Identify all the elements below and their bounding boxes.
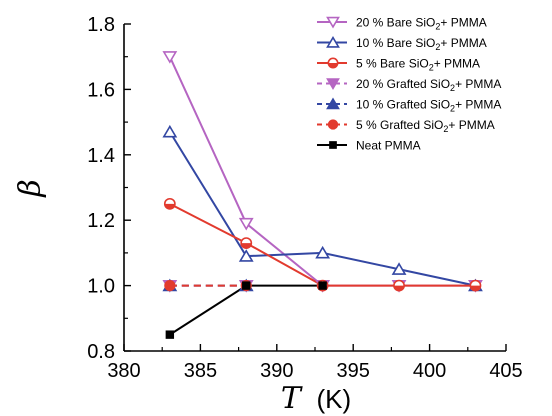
x-axis-symbol: T xyxy=(281,381,303,416)
legend-label: 5 % Bare SiO2+ PMMA xyxy=(356,57,480,73)
x-tick-label: 400 xyxy=(413,360,446,382)
legend-entry: 20 % Grafted SiO2+ PMMA xyxy=(317,77,501,93)
data-point xyxy=(326,16,340,29)
legend-entry: 10 % Bare SiO2+ PMMA xyxy=(317,35,487,52)
legend-entry: 5 % Grafted SiO2+ PMMA xyxy=(317,118,495,134)
data-point xyxy=(162,124,178,138)
marker-square xyxy=(329,141,337,149)
y-tick-label: 1.8 xyxy=(87,14,115,36)
data-point xyxy=(326,78,340,91)
x-axis-unit: (K) xyxy=(316,384,351,414)
data-point xyxy=(165,330,175,339)
legend-entry: 20 % Bare SiO2+ PMMA xyxy=(317,16,487,32)
data-point xyxy=(318,281,327,290)
data-point xyxy=(164,280,176,292)
marker-triangle-down xyxy=(238,217,254,231)
data-point xyxy=(329,141,337,149)
marker-circle-half xyxy=(328,63,338,68)
marker-circle xyxy=(327,119,339,130)
marker-circle-half xyxy=(164,203,175,209)
data-point xyxy=(163,197,176,210)
data-point xyxy=(242,281,251,290)
legend-entry: 10 % Grafted SiO2+ PMMA xyxy=(317,97,501,114)
legend-entry: 5 % Bare SiO2+ PMMA xyxy=(317,57,480,73)
y-tick-label: 1.0 xyxy=(87,276,115,298)
marker-circle-half xyxy=(470,285,481,291)
x-tick-label: 390 xyxy=(260,360,293,382)
legend-entry: Neat PMMA xyxy=(317,139,421,153)
y-tick-label: 1.6 xyxy=(87,79,115,101)
data-point xyxy=(315,245,331,259)
marker-triangle-up xyxy=(162,124,178,138)
legend-label: 10 % Bare SiO2+ PMMA xyxy=(356,36,487,52)
marker-circle-half xyxy=(393,285,405,291)
x-tick-label: 385 xyxy=(184,360,217,382)
data-point xyxy=(326,97,340,110)
x-tick-label: 380 xyxy=(107,360,140,382)
data-point xyxy=(391,262,407,275)
data-point xyxy=(327,119,339,130)
marker-triangle-up xyxy=(326,97,340,110)
legend-label: 10 % Grafted SiO2+ PMMA xyxy=(356,98,501,114)
marker-circle xyxy=(164,280,176,292)
marker-triangle-down xyxy=(326,78,340,91)
data-point xyxy=(162,51,178,64)
marker-triangle-up xyxy=(315,245,331,259)
axis-ticks: 380 385 390 395 400 405 0.8 1.0 1.2 1.4 1.6 1.8 xyxy=(87,14,523,382)
data-point xyxy=(238,217,254,231)
plot-frame xyxy=(123,24,506,352)
marker-triangle-down xyxy=(162,51,178,64)
marker-square xyxy=(318,281,327,290)
x-axis-label: T (K) xyxy=(281,381,351,416)
marker-triangle-up xyxy=(326,35,340,48)
marker-triangle-up xyxy=(238,249,254,262)
x-tick-label: 395 xyxy=(337,360,370,382)
series-line xyxy=(169,284,323,336)
data-point xyxy=(393,279,405,292)
series-markers xyxy=(162,51,483,339)
marker-triangle-up xyxy=(391,262,407,275)
marker-circle-half xyxy=(241,243,252,249)
marker-square xyxy=(242,281,251,290)
axis-titles: β T (K) xyxy=(13,179,351,416)
data-point xyxy=(469,279,482,292)
legend-label: Neat PMMA xyxy=(356,139,421,153)
x-tick-label: 405 xyxy=(489,360,522,382)
marker-square xyxy=(165,330,175,339)
series-line xyxy=(169,202,476,287)
data-point xyxy=(327,57,339,69)
y-tick-label: 1.2 xyxy=(87,210,115,232)
legend: 20 % Bare SiO2+ PMMA 10 % Bare SiO2+ PMMA… xyxy=(317,16,501,153)
data-point xyxy=(238,249,254,262)
data-point xyxy=(240,237,253,249)
y-tick-label: 1.4 xyxy=(87,145,115,167)
legend-label: 5 % Grafted SiO2+ PMMA xyxy=(356,118,495,134)
legend-label: 20 % Bare SiO2+ PMMA xyxy=(356,16,487,32)
y-axis-label: β xyxy=(13,179,48,197)
marker-triangle-down xyxy=(326,16,340,29)
y-tick-label: 0.8 xyxy=(87,341,115,363)
legend-label: 20 % Grafted SiO2+ PMMA xyxy=(356,77,501,93)
data-point xyxy=(326,35,340,48)
